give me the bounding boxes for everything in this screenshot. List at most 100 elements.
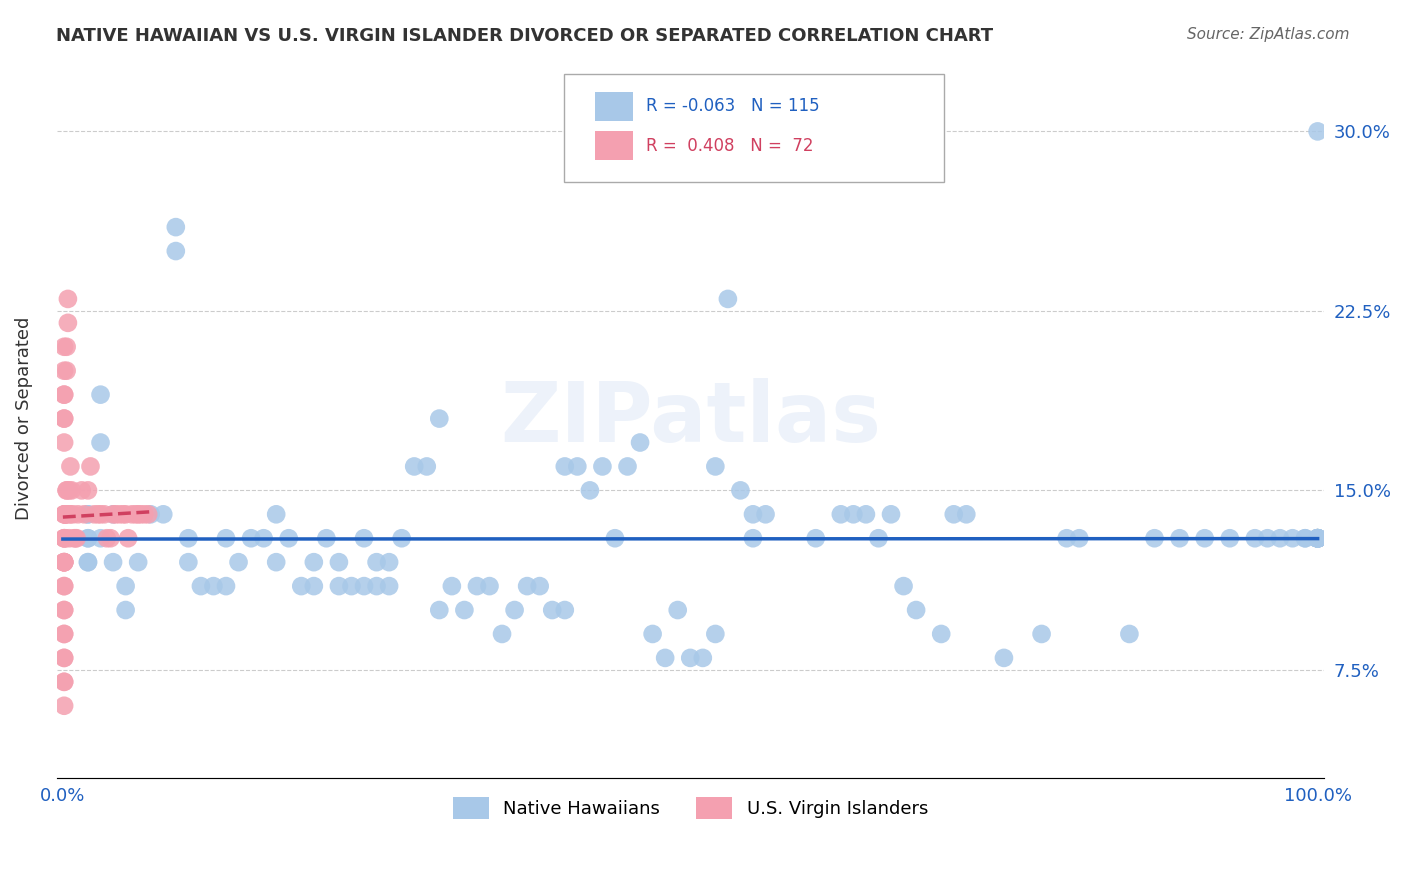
Point [77, 531, 100, 545]
Point [302, 555, 325, 569]
Point [121, 508, 143, 522]
Point [1294, 531, 1316, 545]
Point [124, 508, 146, 522]
Point [742, 508, 765, 522]
Point [378, 555, 401, 569]
Point [62, 508, 84, 522]
Point [101, 508, 124, 522]
Point [53, 674, 76, 689]
Point [328, 579, 350, 593]
Point [1306, 531, 1329, 545]
Point [529, 579, 551, 593]
Point [868, 531, 890, 545]
Point [340, 579, 363, 593]
Point [177, 531, 200, 545]
Point [628, 435, 651, 450]
Point [453, 603, 475, 617]
Point [136, 508, 159, 522]
Point [53, 579, 76, 593]
Point [277, 531, 299, 545]
Point [603, 531, 626, 545]
Point [830, 508, 852, 522]
Point [58, 531, 80, 545]
Point [1056, 531, 1078, 545]
Point [70, 483, 93, 498]
Point [1306, 531, 1329, 545]
Point [55, 531, 77, 545]
Point [53, 555, 76, 569]
Point [53, 531, 76, 545]
Point [55, 364, 77, 378]
Point [754, 508, 776, 522]
Legend: Native Hawaiians, U.S. Virgin Islanders: Native Hawaiians, U.S. Virgin Islanders [446, 789, 935, 826]
Point [503, 603, 526, 617]
Point [1306, 531, 1329, 545]
Point [53, 627, 76, 641]
Point [1306, 531, 1329, 545]
Point [83, 508, 105, 522]
Point [139, 508, 162, 522]
Point [53, 651, 76, 665]
Point [53, 508, 76, 522]
Point [53, 531, 76, 545]
Point [1244, 531, 1267, 545]
Point [1306, 531, 1329, 545]
Point [290, 579, 312, 593]
Point [89, 435, 111, 450]
Point [666, 603, 689, 617]
Point [1294, 531, 1316, 545]
Point [1143, 531, 1166, 545]
Point [53, 698, 76, 713]
Point [880, 508, 903, 522]
Point [53, 411, 76, 425]
Point [215, 531, 238, 545]
Point [353, 579, 375, 593]
Point [804, 531, 827, 545]
Point [253, 531, 276, 545]
Point [190, 579, 212, 593]
Point [440, 579, 463, 593]
Point [1306, 531, 1329, 545]
Point [129, 508, 152, 522]
Point [89, 387, 111, 401]
Point [53, 579, 76, 593]
Point [53, 674, 76, 689]
Point [53, 411, 76, 425]
Point [77, 508, 100, 522]
Point [491, 627, 513, 641]
Point [465, 579, 488, 593]
Point [66, 531, 89, 545]
Point [302, 579, 325, 593]
Point [567, 459, 589, 474]
Point [101, 508, 124, 522]
Point [53, 387, 76, 401]
Point [929, 627, 952, 641]
Point [55, 508, 77, 522]
Point [654, 651, 676, 665]
Point [1168, 531, 1191, 545]
Point [692, 651, 714, 665]
Point [165, 220, 187, 235]
Point [104, 508, 127, 522]
Point [114, 508, 136, 522]
Point [842, 508, 865, 522]
Point [1118, 627, 1140, 641]
Point [1306, 531, 1329, 545]
Point [108, 508, 131, 522]
Point [53, 651, 76, 665]
Point [315, 531, 337, 545]
Point [93, 508, 115, 522]
Point [202, 579, 225, 593]
Point [893, 579, 915, 593]
Point [53, 364, 76, 378]
Point [112, 508, 135, 522]
Point [53, 627, 76, 641]
Point [53, 555, 76, 569]
Point [77, 555, 100, 569]
Point [1031, 627, 1053, 641]
Point [127, 508, 149, 522]
Point [87, 508, 110, 522]
Point [177, 555, 200, 569]
Text: R = -0.063   N = 115: R = -0.063 N = 115 [645, 97, 820, 115]
Point [730, 483, 752, 498]
